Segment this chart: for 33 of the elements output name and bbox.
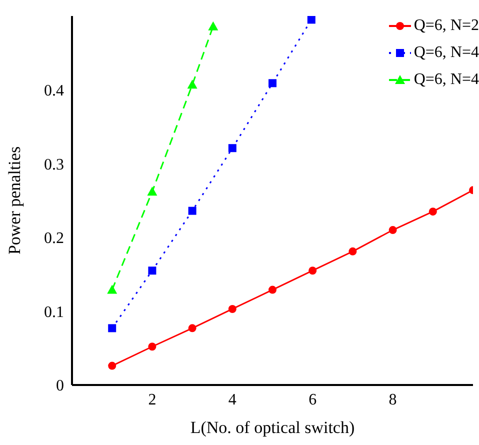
y-tick-label: 0.2 <box>44 230 64 248</box>
x-tick-label: 8 <box>388 391 397 408</box>
x-tick-label: 2 <box>148 391 156 408</box>
point <box>228 144 236 152</box>
legend-label: Q=6, N=2 <box>414 16 479 34</box>
point <box>208 21 218 30</box>
y-tick-label: 0.3 <box>44 156 64 174</box>
y-tick-label: 0.1 <box>44 304 64 321</box>
x-tick-label: 4 <box>228 391 236 408</box>
point <box>147 186 158 196</box>
point <box>428 208 437 216</box>
y-tick-label: 0 <box>56 378 64 395</box>
y-axis-title: Power penalties <box>5 146 24 255</box>
x-axis-title: L(No. of optical switch) <box>190 418 355 438</box>
point <box>188 324 196 332</box>
point <box>187 80 198 89</box>
legend-label: Q=6, N=4 <box>414 44 479 62</box>
y-tick-label: 0.4 <box>44 82 64 100</box>
point <box>268 79 276 88</box>
point <box>148 342 156 351</box>
point <box>308 266 317 275</box>
point <box>228 304 236 313</box>
point <box>107 284 118 294</box>
point <box>307 16 316 24</box>
point <box>108 324 116 332</box>
point <box>348 247 357 256</box>
point <box>388 226 397 234</box>
x-tick-label: 6 <box>308 391 317 408</box>
point <box>268 286 276 294</box>
point <box>188 206 196 215</box>
legend-label: Q=6, N=4 <box>414 70 479 88</box>
point <box>148 266 156 275</box>
point <box>108 362 116 370</box>
